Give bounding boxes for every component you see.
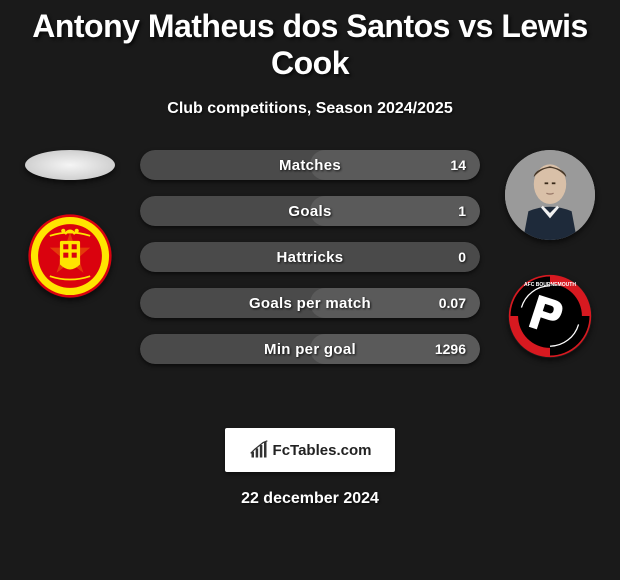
player-left-photo (25, 150, 115, 180)
stat-row: Matches14 (140, 150, 480, 180)
player-left-club-badge (28, 214, 112, 298)
stat-value-right: 1296 (435, 334, 466, 364)
stat-value-right: 14 (450, 150, 466, 180)
stat-row: Min per goal1296 (140, 334, 480, 364)
chart-icon (249, 440, 269, 460)
page-title: Antony Matheus dos Santos vs Lewis Cook (0, 0, 620, 82)
svg-text:AFC BOURNEMOUTH: AFC BOURNEMOUTH (524, 282, 576, 288)
comparison-area: AFC BOURNEMOUTH Matches14 Goals1 Hattricks… (0, 150, 620, 410)
stat-row: Goals per match0.07 (140, 288, 480, 318)
stat-label: Matches (140, 150, 480, 180)
date-label: 22 december 2024 (0, 490, 620, 508)
stat-row: Goals1 (140, 196, 480, 226)
stat-label: Min per goal (140, 334, 480, 364)
stat-label: Goals per match (140, 288, 480, 318)
stat-value-right: 0.07 (439, 288, 466, 318)
watermark-text: FcTables.com (273, 442, 372, 459)
stats-list: Matches14 Goals1 Hattricks0 Goals per match… (140, 150, 480, 364)
manutd-crest-icon (28, 214, 112, 298)
stat-label: Hattricks (140, 242, 480, 272)
stat-label: Goals (140, 196, 480, 226)
stat-row: Hattricks0 (140, 242, 480, 272)
player-right-club-badge: AFC BOURNEMOUTH (508, 274, 592, 358)
watermark-badge: FcTables.com (225, 428, 395, 472)
player-right-column: AFC BOURNEMOUTH (500, 150, 600, 358)
bournemouth-crest-icon: AFC BOURNEMOUTH (508, 274, 592, 358)
subtitle: Club competitions, Season 2024/2025 (0, 100, 620, 118)
stat-value-right: 1 (458, 196, 466, 226)
player-left-column (20, 150, 120, 298)
stat-value-right: 0 (458, 242, 466, 272)
player-right-photo (505, 150, 595, 240)
